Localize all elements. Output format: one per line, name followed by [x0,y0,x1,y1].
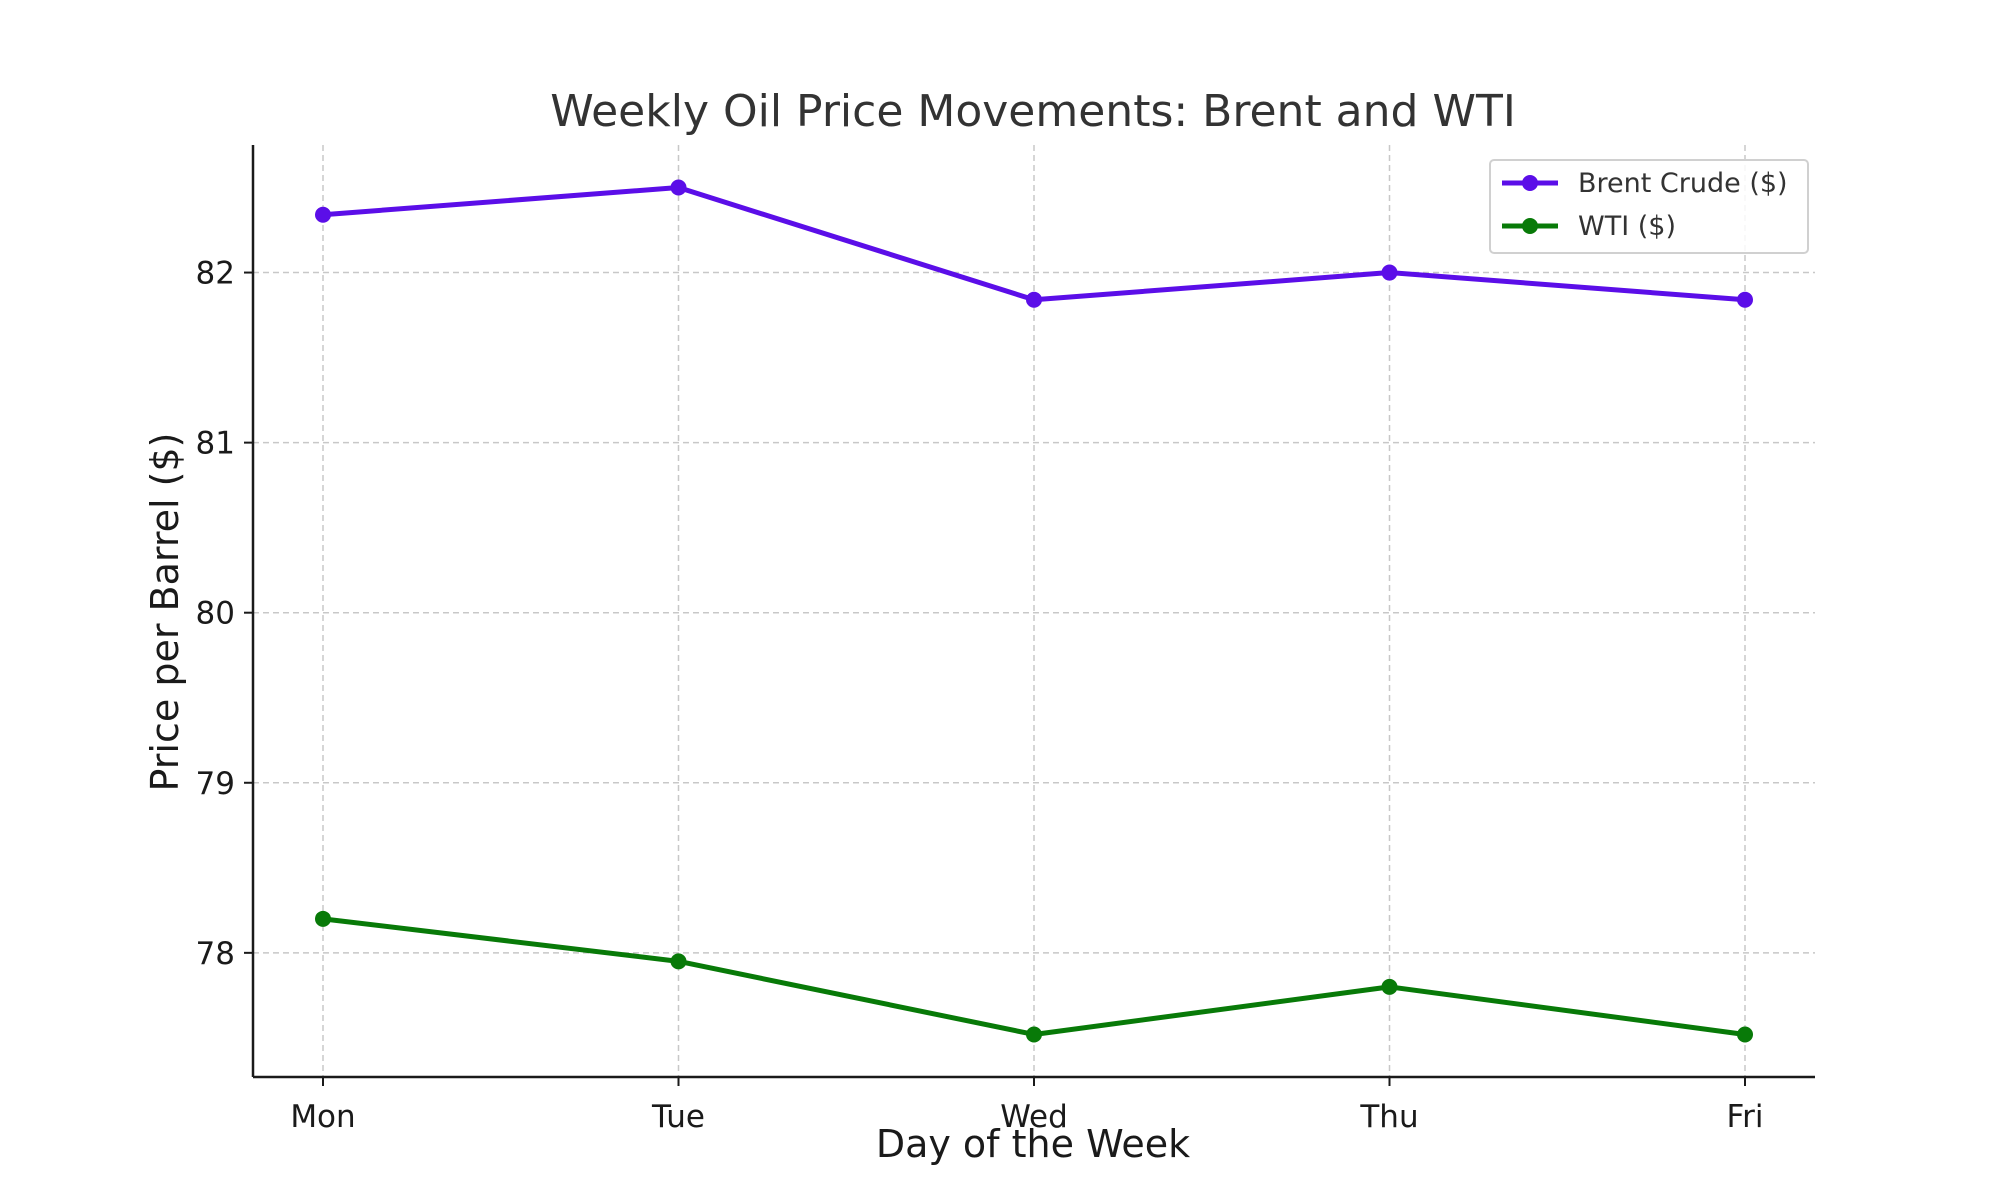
series-0-point-mon [315,206,331,223]
legend-marker-0 [1522,175,1538,191]
y-tick-label-82: 82 [196,256,235,292]
series-group [315,179,1753,1043]
x-tick-label-thu: Thu [1359,1099,1418,1135]
legend-box [1489,159,1809,254]
series-0-point-thu [1381,264,1398,281]
series-1-point-thu [1381,978,1398,995]
x-tick-label-tue: Tue [651,1099,705,1135]
series-0-point-wed [1026,291,1042,308]
series-1-point-tue [670,953,687,970]
series-1-point-mon [315,910,331,927]
legend-label-1: WTI ($) [1578,211,1676,242]
y-tick-label-80: 80 [196,596,235,632]
x-axis-label: Day of the Week [876,1122,1190,1166]
x-tick-label-wed: Wed [1000,1099,1068,1135]
axes: Mon Tue Wed Thu Fri 78 79 80 81 82 [196,145,1815,1135]
y-tick-label-78: 78 [196,936,235,972]
chart-title: Weekly Oil Price Movements: Brent and WT… [550,86,1516,137]
legend: Brent Crude ($) WTI ($) [1489,159,1809,254]
y-tick-label-79: 79 [196,766,235,802]
y-tick-label-81: 81 [196,426,235,462]
x-tick-label-mon: Mon [290,1099,355,1135]
series-0-point-fri [1737,291,1753,308]
legend-marker-1 [1522,218,1538,234]
y-axis-label: Price per Barrel ($) [143,433,187,792]
series-0-point-tue [670,179,687,196]
series-1-point-wed [1026,1026,1042,1043]
series-1-point-fri [1737,1026,1753,1043]
x-tick-label-fri: Fri [1727,1099,1764,1135]
legend-label-0: Brent Crude ($) [1578,168,1788,199]
grid [253,145,1815,1077]
